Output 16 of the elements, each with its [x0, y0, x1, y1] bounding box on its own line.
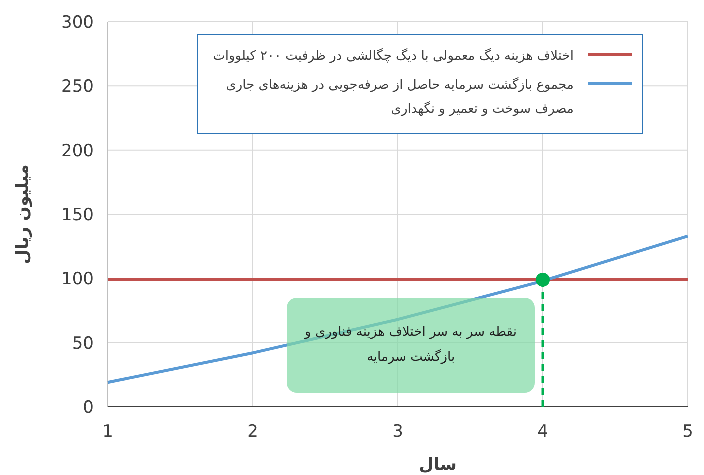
- y-tick-label: 300: [62, 13, 94, 33]
- x-tick-label: 2: [248, 422, 258, 442]
- y-tick-label: 100: [62, 270, 94, 290]
- y-axis-title: میلیون ریال: [13, 164, 33, 264]
- x-tick-label: 5: [682, 422, 694, 442]
- y-tick-label: 250: [62, 77, 94, 98]
- x-tick-label: 4: [538, 422, 548, 442]
- legend-label: مجموع بازگشت سرمایه حاصل از صرفه‌جویی در هزینه‌های جاری مصرف سوخت و تعمیر و نگهداری: [225, 76, 574, 120]
- y-tick-label: 150: [62, 206, 94, 226]
- legend-label: اختلاف هزینه دیگ معمولی با دیگ چگالشی در ظرفیت ۲۰۰ کیلووات: [213, 48, 574, 66]
- x-tick-label: 3: [392, 422, 404, 442]
- x-tick-label: 1: [102, 422, 114, 442]
- y-tick-label: 200: [62, 141, 94, 162]
- y-tick-label: 50: [72, 334, 94, 354]
- x-axis-title: سال: [419, 455, 457, 475]
- y-tick-label: 0: [83, 398, 94, 418]
